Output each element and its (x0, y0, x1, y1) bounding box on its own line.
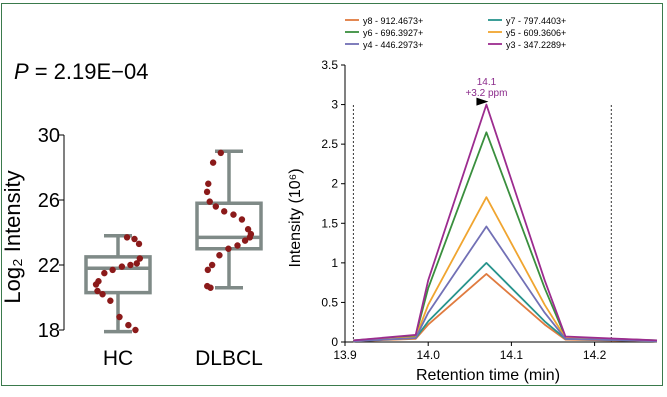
data-point (216, 252, 223, 259)
chromatogram-y-tick-label: 3 (331, 98, 338, 112)
data-point (212, 203, 220, 210)
data-point (241, 237, 249, 244)
boxplot-y-axis-title: Log₂ Intensity (0, 170, 25, 303)
data-point (133, 260, 140, 267)
data-point (135, 240, 143, 248)
legend-item: y6 - 696.3927+ (345, 28, 423, 38)
chromatogram-y-axis: 0 0.5 1 1.5 2 2.5 3 3.5 (321, 58, 346, 349)
chromatogram-x-tick-label: 14.0 (417, 348, 441, 362)
chromatogram-x-tick-label: 14.1 (500, 348, 524, 362)
legend-label: y8 - 912.4673+ (363, 16, 423, 26)
boxplot-boxes (84, 149, 263, 334)
boxplot-x-axis: HC DLBCL (103, 347, 263, 370)
box-hc (84, 234, 152, 334)
chromatogram-y-tick-label: 0 (331, 335, 338, 349)
pvalue-prefix: P (14, 59, 29, 84)
integration-boundaries (352, 105, 612, 342)
data-point (208, 261, 216, 269)
legend-label: y7 - 797.4403+ (506, 16, 566, 26)
chromatogram-y-axis-title: Intensity (10⁶) (287, 168, 304, 267)
legend-label: y4 - 446.2973+ (363, 40, 423, 50)
peak-arrow-icon (476, 97, 489, 106)
chromatogram-y-tick-label: 1.5 (321, 216, 338, 230)
chromatogram-x-tick-label: 13.9 (333, 348, 357, 362)
data-point (94, 287, 101, 295)
chromatogram-x-tick-label: 14.2 (583, 348, 607, 362)
data-point (230, 211, 237, 218)
chromatogram-y-tick-label: 1 (331, 256, 338, 270)
data-point (203, 188, 211, 196)
chromatogram-series-lines (353, 103, 658, 343)
data-point (136, 255, 144, 262)
chromatogram-x-axis: 13.9 14.0 14.1 14.2 (333, 341, 657, 362)
data-point (132, 326, 139, 334)
boxplot-y-tick-label: 30 (38, 125, 60, 147)
peak-annotation: 14.1 +3.2 ppm (465, 77, 507, 106)
data-point (125, 321, 132, 329)
chromatogram-y-tick-label: 2 (331, 177, 338, 191)
data-point (234, 242, 241, 249)
boxplot-y-tick-label: 18 (38, 320, 60, 342)
chromatogram-y-tick-label: 2.5 (321, 137, 338, 151)
legend-label: y3 - 347.2289+ (506, 40, 566, 50)
data-point (109, 266, 116, 274)
boxplot-y-tick-label: 26 (38, 190, 60, 212)
chromatogram-x-axis-title: Retention time (min) (416, 367, 560, 384)
data-point (101, 269, 108, 277)
series-line (353, 103, 658, 342)
chromatogram-y-tick-label: 0.5 (321, 295, 338, 309)
legend-item: y8 - 912.4673+ (345, 16, 423, 26)
legend-label: y5 - 609.3606+ (506, 28, 566, 38)
chromatogram-y-tick-label: 3.5 (321, 58, 338, 72)
pvalue-text: = 2.19E−04 (35, 59, 149, 84)
data-point (221, 208, 228, 215)
data-point (238, 216, 246, 223)
legend-item: y7 - 797.4403+ (488, 16, 566, 26)
legend-item: y3 - 347.2289+ (488, 40, 566, 50)
chromatogram-panel: y8 - 912.4673+ y7 - 797.4403+ y6 - 696.392… (287, 16, 658, 384)
series-line (353, 225, 658, 343)
data-point (217, 149, 225, 157)
data-point (244, 226, 252, 233)
data-point (206, 198, 213, 205)
peak-annotation-ppm: +3.2 ppm (465, 88, 507, 99)
data-point (99, 291, 106, 298)
boxplot-x-tick-label: HC (103, 347, 133, 370)
data-point (123, 234, 131, 241)
data-point (207, 284, 214, 291)
legend-item: y4 - 446.2973+ (345, 40, 423, 50)
boxplot-y-axis: 18 22 26 30 (38, 125, 65, 342)
legend-label: y6 - 696.3927+ (363, 28, 423, 38)
boxplot-points (92, 149, 255, 334)
data-point (205, 180, 212, 187)
peak-annotation-time: 14.1 (477, 77, 497, 88)
data-point (204, 266, 212, 274)
chromatogram-legend: y8 - 912.4673+ y7 - 797.4403+ y6 - 696.392… (345, 16, 566, 50)
boxplot-y-tick-label: 22 (38, 255, 60, 277)
box-iqr (84, 255, 152, 295)
figure-border (1, 3, 663, 386)
data-point (116, 313, 123, 321)
data-point (127, 261, 134, 269)
data-point (225, 245, 232, 252)
pvalue-label: P = 2.19E−04 (14, 59, 148, 84)
data-point (118, 263, 126, 270)
data-point (209, 159, 217, 166)
boxplot-x-tick-label: DLBCL (195, 347, 263, 370)
data-point (107, 297, 114, 304)
legend-item: y5 - 609.3606+ (488, 28, 566, 38)
boxplot-panel: P = 2.19E−04 Log₂ Intensity 18 22 26 30 HC DL… (0, 59, 263, 370)
data-point (131, 235, 138, 243)
data-point (92, 281, 100, 288)
data-point (246, 234, 254, 241)
